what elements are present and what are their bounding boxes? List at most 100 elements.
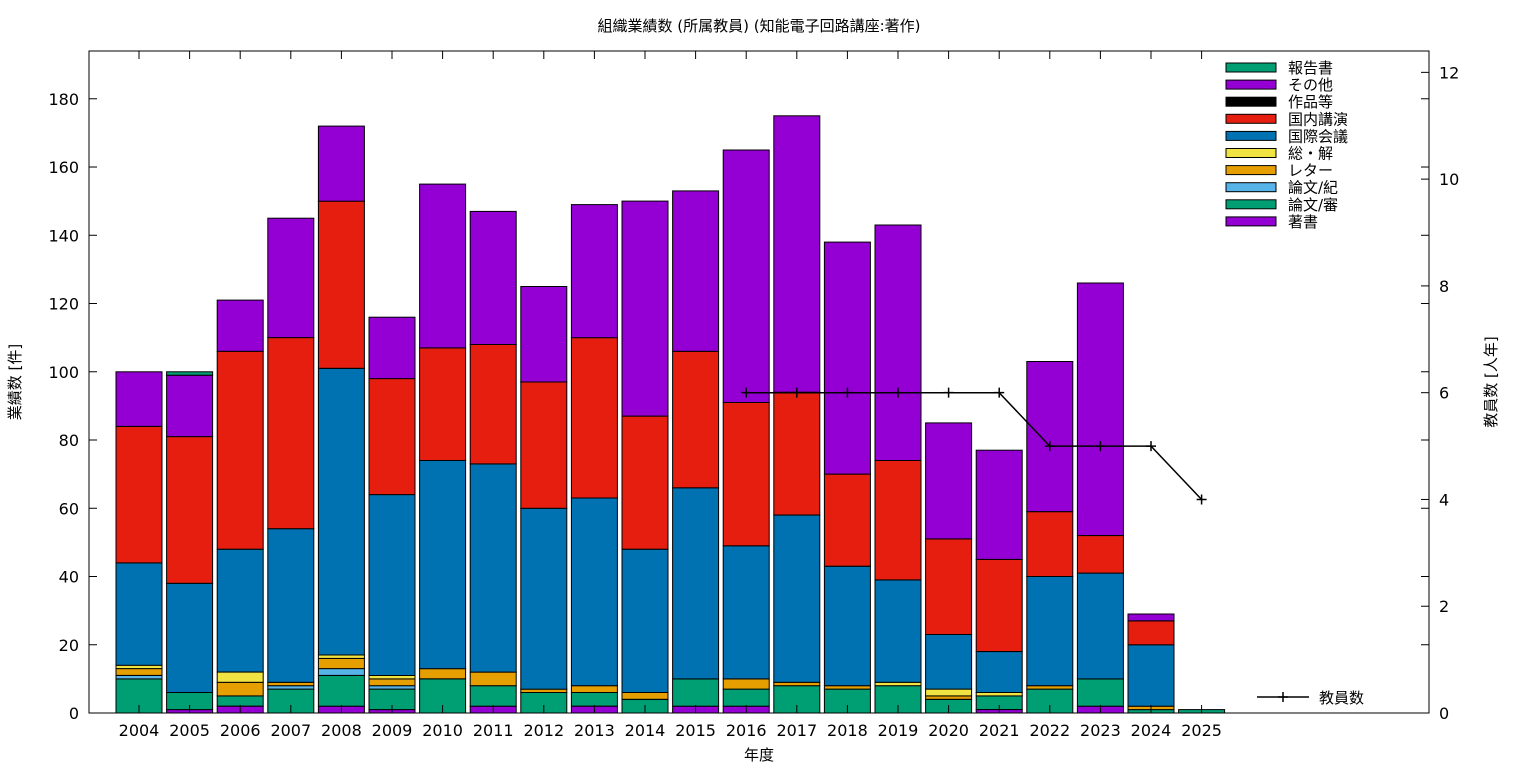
y2-axis-title: 教員数 [人年] — [1482, 336, 1500, 427]
bar-segment-2013-s8 — [570, 204, 618, 339]
y2-tick-label: 6 — [1439, 384, 1449, 403]
y2-tick-label: 8 — [1439, 277, 1449, 296]
legend-label: 著書 — [1288, 213, 1318, 231]
x-tick-label: 2018 — [827, 721, 868, 740]
bar-segment-2004-s3 — [115, 668, 163, 676]
x-tick-label: 2012 — [523, 721, 564, 740]
bar-segment-2006-s1 — [216, 695, 264, 707]
legend-swatch-4 — [1225, 130, 1277, 141]
x-tick-label: 2020 — [928, 721, 969, 740]
bar-segment-2004-s5 — [115, 562, 163, 666]
bar-segment-2016-s3 — [722, 678, 770, 690]
bar-segment-2013-s5 — [570, 497, 618, 687]
legend-swatch-8 — [1225, 199, 1277, 210]
y-tick-label: 40 — [59, 568, 79, 587]
y2-tick-label: 10 — [1439, 170, 1459, 189]
bar-segment-2008-s1 — [317, 675, 365, 707]
bar-segment-2016-s6 — [722, 402, 770, 547]
bar-segment-2008-s4 — [317, 654, 365, 659]
x-axis-title: 年度 — [744, 746, 774, 764]
bar-segment-2018-s6 — [823, 473, 871, 567]
x-tick-label: 2021 — [979, 721, 1020, 740]
bar-segment-2016-s5 — [722, 545, 770, 680]
bar-segment-2020-s3 — [925, 695, 973, 700]
bar-segment-2009-s3 — [368, 678, 416, 687]
bar-segment-2004-s6 — [115, 425, 163, 564]
line-point-2020 — [943, 387, 954, 398]
legend-label: 総・解 — [1288, 145, 1333, 163]
bar-segment-2014-s5 — [621, 548, 669, 694]
line-point-2025 — [1196, 494, 1207, 505]
line-point-2024 — [1146, 441, 1156, 452]
legend-swatch-9 — [1225, 216, 1277, 227]
bar-segment-2013-s3 — [570, 685, 618, 694]
y-tick-label: 0 — [69, 704, 79, 723]
x-tick-label: 2006 — [220, 721, 261, 740]
bar-segment-2015-s1 — [672, 678, 720, 707]
x-tick-label: 2016 — [726, 721, 767, 740]
bar-segment-2011-s5 — [469, 463, 517, 673]
bar-segment-2018-s3 — [823, 685, 871, 690]
legend-swatch-0 — [1225, 62, 1277, 73]
bar-segment-2017-s5 — [773, 514, 821, 683]
bar-segment-2004-s8 — [115, 371, 163, 427]
bar-segment-2012-s5 — [520, 507, 568, 690]
x-tick-label: 2007 — [270, 721, 311, 740]
x-tick-label: 2024 — [1131, 721, 1172, 740]
bar-segment-2008-s3 — [317, 657, 365, 670]
bar-segment-2020-s4 — [925, 688, 973, 697]
bar-segment-2011-s1 — [469, 685, 517, 707]
bar-segment-2016-s1 — [722, 688, 770, 707]
x-tick-label: 2022 — [1029, 721, 1070, 740]
legend-swatch-6 — [1225, 165, 1277, 176]
bar-segment-2006-s3 — [216, 681, 264, 697]
bar-segment-2024-s8 — [1127, 613, 1175, 622]
bar-segment-2021-s8 — [975, 449, 1023, 560]
bar-segment-2014-s3 — [621, 692, 669, 700]
bar-segment-2010-s5 — [419, 460, 467, 670]
bar-segment-2015-s8 — [672, 190, 720, 352]
bar-segment-2010-s3 — [419, 668, 467, 680]
legend-line-marker — [1278, 692, 1288, 702]
bar-segment-2022-s3 — [1026, 685, 1074, 690]
legend-swatch-5 — [1225, 148, 1277, 158]
y-axis: 0 20 40 60 80 100 120 140 160 180 — [48, 90, 1429, 723]
legend-label: 報告書 — [1288, 59, 1333, 77]
y-tick-label: 120 — [48, 295, 79, 314]
bar-segment-2016-s8 — [722, 149, 770, 403]
y2-tick-label: 2 — [1439, 597, 1449, 616]
y-axis-title: 業績数 [件] — [6, 344, 24, 420]
bar-segment-2021-s6 — [975, 558, 1023, 653]
y2-tick-label: 12 — [1439, 63, 1459, 82]
bar-segment-2005-s9 — [166, 371, 214, 376]
line-series-path — [746, 391, 1203, 501]
bar-segment-2024-s5 — [1127, 644, 1175, 707]
bar-segment-2017-s6 — [773, 391, 821, 516]
legend-swatch-1 — [1225, 79, 1277, 90]
bar-segment-2021-s4 — [975, 692, 1023, 697]
bar-segment-2014-s6 — [621, 415, 669, 550]
line-point-2018 — [842, 387, 853, 398]
bar-segment-2011-s8 — [469, 210, 517, 345]
bar-segment-2006-s4 — [216, 671, 264, 683]
y-tick-label: 160 — [48, 158, 79, 177]
bar-segment-2009-s5 — [368, 494, 416, 676]
bar-layer — [115, 115, 1226, 714]
bar-segment-2006-s8 — [216, 299, 264, 352]
bar-segment-2017-s8 — [773, 115, 821, 393]
line-point-2019 — [893, 387, 903, 398]
bar-segment-2008-s8 — [317, 125, 365, 202]
line-point-2023 — [1095, 441, 1106, 452]
bar-segment-2007-s3 — [267, 681, 315, 687]
line-point-2021 — [994, 387, 1005, 398]
bar-segment-2012-s6 — [520, 381, 568, 509]
x-tick-label: 2005 — [169, 721, 210, 740]
bar-segment-2013-s6 — [570, 337, 618, 499]
bar-segment-2023-s1 — [1076, 678, 1124, 707]
bar-segment-2011-s3 — [469, 671, 517, 687]
bar-segment-2020-s8 — [925, 422, 973, 540]
legend-swatch-7 — [1225, 182, 1277, 193]
bar-segment-2018-s8 — [823, 241, 871, 475]
bar-segment-2015-s6 — [672, 350, 720, 489]
bar-segment-2022-s5 — [1026, 576, 1074, 687]
